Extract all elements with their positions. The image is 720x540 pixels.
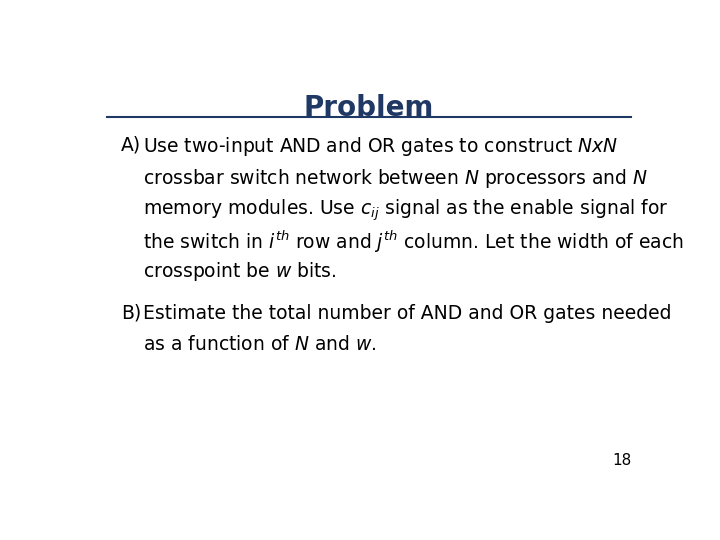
Text: Estimate the total number of AND and OR gates needed: Estimate the total number of AND and OR … bbox=[143, 304, 672, 323]
Text: Problem: Problem bbox=[304, 94, 434, 122]
Text: crosspoint be $\it{w}$ bits.: crosspoint be $\it{w}$ bits. bbox=[143, 260, 337, 283]
Text: memory modules. Use $\it{c}_{ij}$ signal as the enable signal for: memory modules. Use $\it{c}_{ij}$ signal… bbox=[143, 198, 668, 224]
Text: as a function of $\it{N}$ and $\it{w}$.: as a function of $\it{N}$ and $\it{w}$. bbox=[143, 335, 377, 354]
Text: 18: 18 bbox=[612, 453, 631, 468]
Text: the switch in $\it{i}^{th}$ row and $\it{j}^{th}$ column. Let the width of each: the switch in $\it{i}^{th}$ row and $\it… bbox=[143, 229, 684, 255]
Text: A): A) bbox=[121, 136, 141, 154]
Text: B): B) bbox=[121, 304, 141, 323]
Text: crossbar switch network between $\it{N}$ processors and $\it{N}$: crossbar switch network between $\it{N}$… bbox=[143, 167, 648, 190]
Text: Use two-input AND and OR gates to construct $\it{NxN}$: Use two-input AND and OR gates to constr… bbox=[143, 136, 618, 158]
